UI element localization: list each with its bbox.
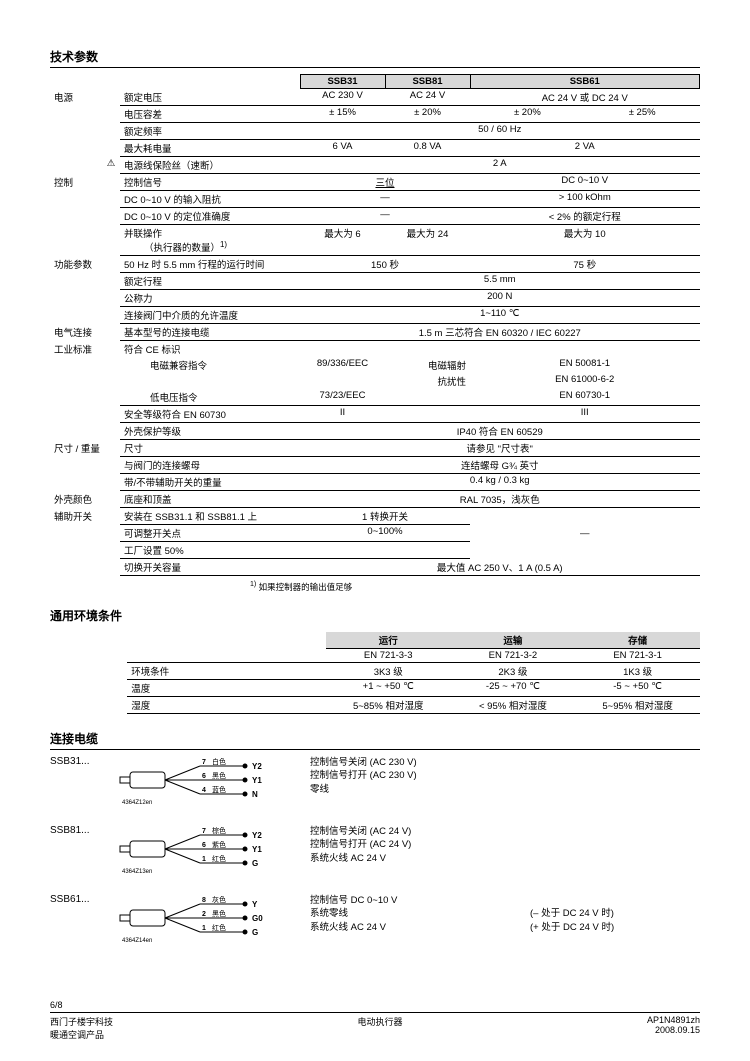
wire-diagram-icon: 7 白色 Y2 6 黑色 Y1 4 蓝色 N 4364Z12en	[110, 756, 290, 808]
svg-text:G: G	[252, 928, 258, 937]
env-table: 运行 运输 存储 EN 721-3-3EN 721-3-2EN 721-3-1 …	[50, 632, 700, 714]
model-ssb31: SSB31	[300, 75, 385, 89]
svg-text:7: 7	[202, 759, 206, 766]
wire-ssb31: SSB31... 7白色Y26黑色Y14蓝色N 4364Z12en 控制信号关闭…	[50, 756, 700, 811]
svg-text:红色: 红色	[212, 923, 226, 932]
model-ssb81: SSB81	[385, 75, 470, 89]
svg-text:黑色: 黑色	[212, 909, 226, 918]
section-tech-params: 技术参数	[50, 48, 700, 68]
svg-text:棕色: 棕色	[212, 826, 226, 835]
svg-text:红色: 红色	[212, 854, 226, 863]
svg-text:紫色: 紫色	[212, 840, 226, 849]
svg-text:白色: 白色	[212, 757, 226, 766]
svg-text:Y2: Y2	[252, 831, 262, 840]
svg-text:Y: Y	[252, 900, 258, 909]
svg-text:8: 8	[202, 897, 206, 904]
svg-text:Y2: Y2	[252, 762, 262, 771]
svg-text:4364Z13en: 4364Z13en	[122, 869, 152, 875]
wire-ssb81: SSB81... 7棕色Y26紫色Y11红色G 4364Z13en 控制信号关闭…	[50, 825, 700, 880]
svg-text:蓝色: 蓝色	[212, 785, 226, 794]
page-footer: 6/8 西门子楼宇科技暖通空调产品 电动执行器 AP1N4891zh2008.0…	[50, 1000, 700, 1041]
svg-text:6: 6	[202, 842, 206, 849]
svg-text:G: G	[252, 859, 258, 868]
svg-text:Y1: Y1	[252, 776, 262, 785]
svg-text:4364Z12en: 4364Z12en	[122, 800, 152, 806]
svg-text:1: 1	[202, 856, 206, 863]
svg-text:4: 4	[202, 787, 206, 794]
warning-icon: ⚠	[106, 158, 116, 169]
model-ssb61: SSB61	[470, 75, 700, 89]
wire-diagram-icon: 8 灰色 Y 2 黑色 G0 1 红色 G 4364Z14en	[110, 894, 290, 946]
svg-text:1: 1	[202, 925, 206, 932]
svg-text:2: 2	[202, 911, 206, 918]
svg-text:6: 6	[202, 773, 206, 780]
svg-text:4364Z14en: 4364Z14en	[122, 938, 152, 944]
tech-params-table: SSB31 SSB81 SSB61 电源 额定电压 AC 230 V AC 24…	[50, 74, 700, 576]
wire-diagram-icon: 7 棕色 Y2 6 紫色 Y1 1 红色 G 4364Z13en	[110, 825, 290, 877]
footnote: 1) 如果控制器的输出值足够	[250, 580, 700, 593]
svg-text:Y1: Y1	[252, 845, 262, 854]
svg-text:G0: G0	[252, 914, 263, 923]
section-env: 通用环境条件	[50, 607, 700, 626]
row-rated-voltage: 额定电压	[120, 89, 300, 106]
svg-text:灰色: 灰色	[212, 895, 226, 904]
svg-text:黑色: 黑色	[212, 771, 226, 780]
section-cables: 连接电缆	[50, 730, 700, 750]
row-power: 电源	[50, 89, 120, 106]
wire-ssb61: SSB61... 8灰色Y2黑色G01红色G 4364Z14en 控制信号 DC…	[50, 894, 700, 949]
svg-text:N: N	[252, 790, 258, 799]
svg-text:7: 7	[202, 828, 206, 835]
